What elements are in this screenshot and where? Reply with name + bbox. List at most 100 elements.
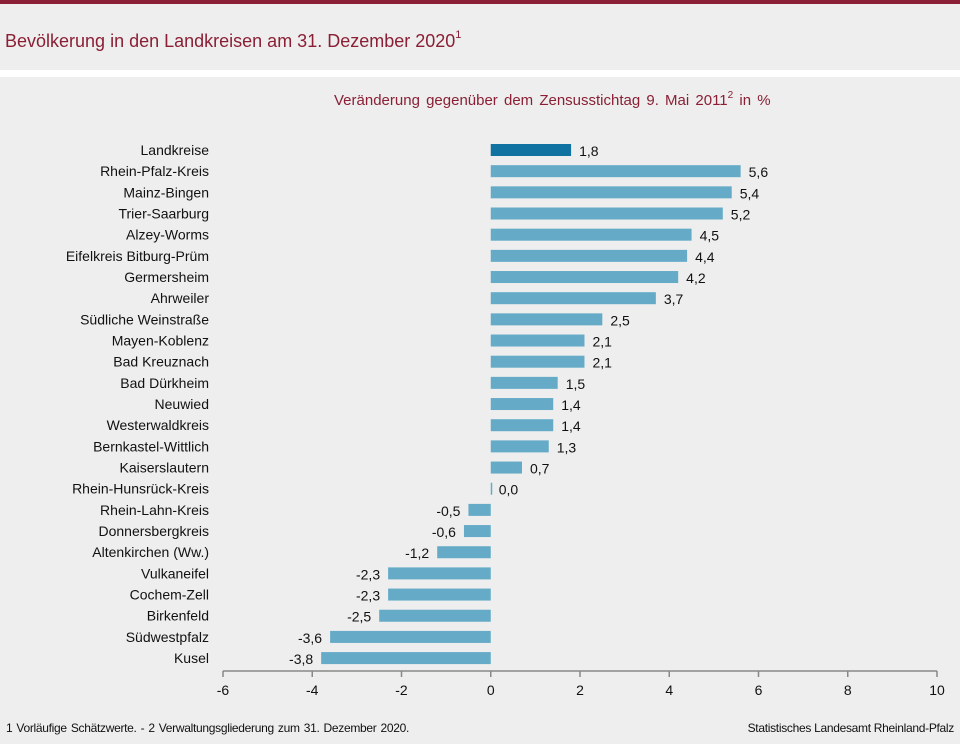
value-label: -0,5 [436, 503, 460, 519]
x-tick-label: 4 [665, 682, 673, 698]
bar-rhein-pfalz-kreis [490, 165, 741, 178]
bar-birkenfeld [379, 609, 491, 622]
bar-mayen-koblenz [490, 334, 585, 347]
value-labels: 1,8 5,6 5,4 5,2 4,5 4,4 4,23,7 2,5 2,1 2,1 1,5 1,4 1… [289, 143, 768, 667]
bar-trier-saarburg [490, 207, 723, 220]
value-label: -3,6 [298, 630, 322, 646]
category-label: Birkenfeld [147, 608, 209, 624]
bar-neuwied [490, 398, 554, 411]
chart-title-text: Veränderung gegenüber dem Zensusstichtag… [334, 92, 728, 109]
bar-cochem-zell [388, 588, 491, 601]
value-label: 5,4 [740, 185, 760, 201]
page-title-footnote-mark: 1 [455, 29, 462, 41]
bars-group [321, 144, 741, 665]
category-label: Altenkirchen (Ww.) [92, 544, 209, 560]
category-label: Südliche Weinstraße [80, 311, 209, 327]
category-label: Donnersbergkreis [99, 523, 210, 539]
category-label: Ahrweiler [151, 290, 210, 306]
value-label: 1,4 [561, 397, 581, 413]
category-label: Kusel [174, 650, 209, 666]
bar-donnersbergkreis [463, 525, 491, 538]
page-title-text: Bevölkerung in den Landkreisen am 31. De… [5, 31, 456, 51]
category-label: Mayen-Koblenz [112, 333, 209, 349]
category-label: Germersheim [124, 269, 209, 285]
top-accent-bar [0, 0, 960, 4]
value-label: -1,2 [405, 545, 429, 561]
bar-südliche-weinstraße [490, 313, 603, 326]
x-tick-label: 10 [929, 682, 945, 698]
bar-bernkastel-wittlich [490, 440, 549, 453]
bar-westerwaldkreis [490, 419, 554, 432]
value-label: 2,1 [592, 334, 612, 350]
value-label: 3,7 [664, 291, 684, 307]
bar-landkreise [490, 144, 572, 156]
bar-vulkaneifel [388, 567, 491, 580]
bar-alzey-worms [490, 228, 692, 241]
x-tick-label: 8 [844, 682, 852, 698]
page-title: Bevölkerung in den Landkreisen am 31. De… [5, 29, 462, 52]
value-label: 1,5 [566, 376, 586, 392]
value-label: -2,3 [356, 566, 380, 582]
source-credit: Statistisches Landesamt Rheinland-Pfalz [747, 721, 955, 735]
value-label: 2,5 [610, 312, 630, 328]
bar-bad-kreuznach [490, 355, 585, 368]
x-tick-label: -2 [395, 682, 408, 698]
header: Bevölkerung in den Landkreisen am 31. De… [0, 4, 960, 70]
category-label: Trier-Saarburg [118, 206, 209, 222]
value-label: 1,4 [561, 418, 581, 434]
x-axis: -6 -4 -2 0 2 4 6 8 10 [217, 670, 945, 698]
value-label: -2,3 [356, 588, 380, 604]
x-tick-label: -4 [306, 682, 319, 698]
category-label: Landkreise [141, 142, 210, 158]
value-label: 4,5 [700, 228, 720, 244]
bar-bad-dürkheim [490, 376, 558, 389]
x-tick-label: 0 [487, 682, 495, 698]
bar-eifelkreis-bitburg-prüm [490, 249, 688, 262]
header-separator [0, 70, 960, 77]
category-label: Rhein-Hunsrück-Kreis [72, 481, 209, 497]
category-label: Rhein-Pfalz-Kreis [100, 163, 209, 179]
category-label: Mainz-Bingen [123, 184, 209, 200]
category-label: Rhein-Lahn-Kreis [100, 502, 209, 518]
category-label: Kaiserslautern [120, 460, 210, 476]
value-label: -3,8 [289, 651, 313, 667]
category-label: Alzey-Worms [126, 227, 209, 243]
category-label: Südwestpfalz [126, 629, 209, 645]
category-label: Cochem-Zell [130, 587, 209, 603]
x-tick-label: 2 [576, 682, 584, 698]
chart-title-footnote-mark: 2 [727, 90, 734, 101]
category-label: Westerwaldkreis [107, 417, 209, 433]
chart-title-unit: in % [733, 92, 771, 109]
value-label: 2,1 [592, 355, 612, 371]
value-label: 5,2 [731, 207, 751, 223]
value-label: -0,6 [432, 524, 456, 540]
category-label: Bernkastel-Wittlich [93, 438, 209, 454]
category-label: Neuwied [155, 396, 209, 412]
category-label: Vulkaneifel [141, 565, 209, 581]
bar-rhein-hunsrück-kreis [490, 482, 493, 495]
value-label: -2,5 [347, 609, 371, 625]
value-label: 1,3 [557, 439, 577, 455]
value-label: 4,4 [695, 249, 715, 265]
category-label: Bad Dürkheim [120, 375, 209, 391]
category-labels: Landkreise Rhein-Pfalz-Kreis Mainz-Bingen T… [66, 142, 209, 666]
x-tick-label: -6 [217, 682, 230, 698]
x-tick-label: 6 [755, 682, 763, 698]
value-label: 0,0 [499, 482, 519, 498]
value-label: 0,7 [530, 461, 550, 477]
bar-südwestpfalz [330, 630, 491, 643]
value-label: 4,2 [686, 270, 706, 286]
category-label: Bad Kreuznach [113, 354, 209, 370]
category-label: Eifelkreis Bitburg-Prüm [66, 248, 209, 264]
bar-rhein-lahn-kreis [468, 503, 491, 516]
bar-ahrweiler [490, 292, 656, 305]
value-label: 5,6 [749, 164, 769, 180]
bar-altenkirchen-ww- [437, 546, 491, 559]
chart-title: Veränderung gegenüber dem Zensusstichtag… [334, 90, 771, 109]
bar-mainz-bingen [490, 186, 732, 199]
bar-germersheim [490, 271, 679, 284]
footnote: 1 Vorläufige Schätzwerte. - 2 Verwaltung… [6, 721, 410, 735]
bar-kaiserslautern [490, 461, 522, 474]
value-label: 1,8 [579, 143, 599, 159]
